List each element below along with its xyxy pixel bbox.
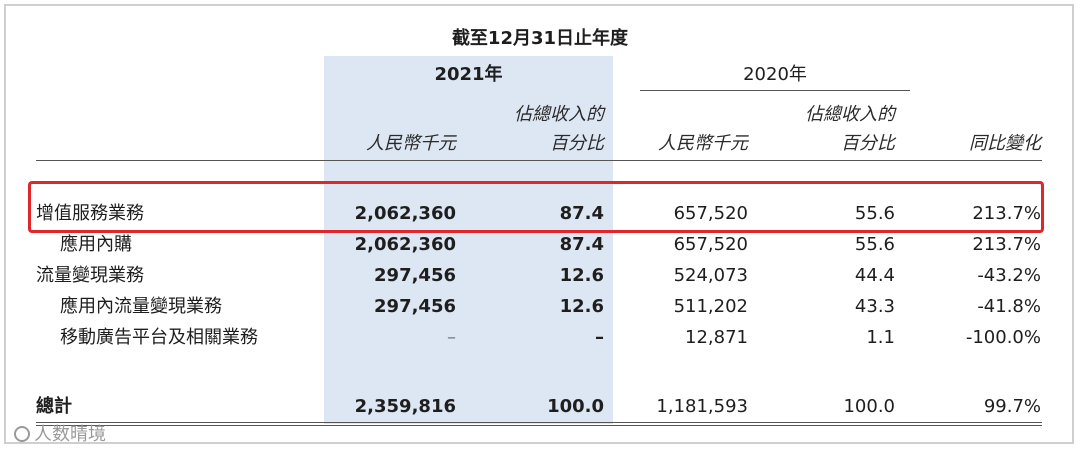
total-label: 總計: [36, 396, 72, 417]
row-label-in-app-traffic: 應用內流量變現業務: [60, 296, 222, 317]
row-pct-2020: 44.4: [854, 265, 895, 286]
header-rule: [36, 160, 1042, 161]
row-pct-2020: 43.3: [854, 296, 895, 317]
row-pct-2020: 55.6: [854, 203, 895, 224]
column-2021-highlight: [324, 56, 613, 424]
year-2020-header: 2020年: [743, 64, 807, 85]
watermark-logo-icon: [14, 426, 30, 442]
row-value-2020: 657,520: [673, 234, 748, 255]
col-header-pct-2020-line1: 佔總收入的: [805, 104, 895, 125]
row-pct-2021: 12.6: [559, 296, 604, 317]
row-label-value-added: 增值服務業務: [36, 203, 144, 224]
row-label-in-app-purchase: 應用內購: [60, 234, 132, 255]
row-yoy: -41.8%: [977, 296, 1041, 317]
row-pct-2020: 55.6: [854, 234, 895, 255]
total-pct-2020: 100.0: [843, 396, 895, 417]
highlight-box: [28, 181, 1044, 233]
total-rule-bottom: [36, 425, 1042, 426]
period-header: 截至12月31日止年度: [451, 28, 629, 49]
row-pct-2021: –: [595, 327, 604, 348]
row-yoy: 213.7%: [972, 203, 1041, 224]
row-yoy: -100.0%: [965, 327, 1041, 348]
watermark-text: 人数晴境: [34, 424, 106, 445]
col-header-rmb-2020: 人民幣千元: [658, 133, 748, 154]
col-header-rmb-2021: 人民幣千元: [366, 133, 456, 154]
row-pct-2021: 87.4: [559, 203, 604, 224]
row-pct-2021: 87.4: [559, 234, 604, 255]
row-value-2021: –: [447, 327, 456, 348]
row-value-2021: 297,456: [374, 265, 456, 286]
row-value-2021: 297,456: [374, 296, 456, 317]
total-yoy: 99.7%: [983, 396, 1041, 417]
row-label-mobile-ads: 移動廣告平台及相關業務: [60, 327, 258, 348]
page-frame: [4, 4, 1074, 444]
total-rule-top: [36, 422, 1042, 423]
watermark: 人数晴境: [14, 420, 106, 446]
row-pct-2021: 12.6: [559, 265, 604, 286]
row-value-2020: 511,202: [673, 296, 748, 317]
col-header-pct-2021-line2: 百分比: [550, 133, 604, 154]
row-yoy: 213.7%: [972, 234, 1041, 255]
row-value-2020: 524,073: [673, 265, 748, 286]
row-value-2020: 657,520: [673, 203, 748, 224]
row-label-traffic-monetization: 流量變現業務: [36, 265, 144, 286]
col-header-pct-2021-line1: 佔總收入的: [514, 104, 604, 125]
col-header-pct-2020-line2: 百分比: [841, 133, 895, 154]
row-pct-2020: 1.1: [866, 327, 895, 348]
year-underline-2020: [640, 90, 910, 91]
total-pct-2021: 100.0: [547, 396, 604, 417]
year-2021-header: 2021年: [434, 64, 503, 85]
row-value-2021: 2,062,360: [354, 234, 456, 255]
col-header-yoy: 同比變化: [969, 133, 1041, 154]
row-value-2020: 12,871: [685, 327, 748, 348]
total-value-2020: 1,181,593: [656, 396, 748, 417]
total-value-2021: 2,359,816: [354, 396, 456, 417]
row-yoy: -43.2%: [977, 265, 1041, 286]
row-value-2021: 2,062,360: [354, 203, 456, 224]
